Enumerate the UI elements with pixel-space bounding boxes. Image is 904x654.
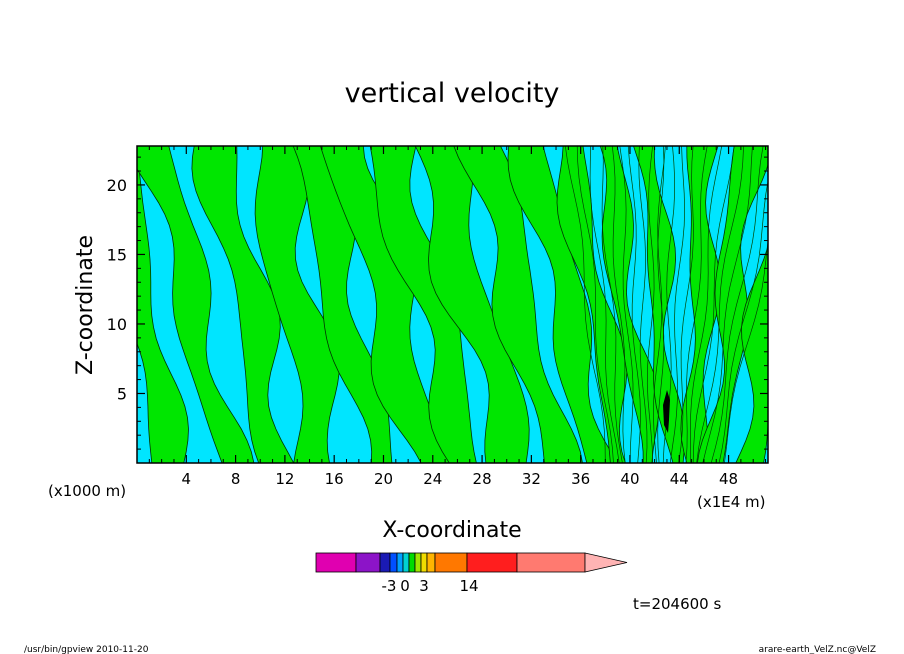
x-tick-label: 32 (522, 470, 541, 488)
colorbar-label: 0 (400, 577, 410, 595)
contour-bands (137, 146, 768, 463)
x-tick-label: 12 (275, 470, 294, 488)
x-axis: 4 8 12 16 20 24 28 32 36 40 44 48 (148, 146, 767, 488)
contour-line (653, 146, 666, 463)
footer-left: /usr/bin/gpview 2010-11-20 (24, 645, 149, 654)
contour-line (692, 146, 735, 463)
contour-line (646, 146, 655, 463)
x-tick-label: 8 (231, 470, 241, 488)
contour-line (619, 146, 634, 463)
contour-line (696, 146, 744, 463)
colorbar-segment (414, 552, 422, 573)
colorbar-segment (355, 552, 381, 573)
contour-line (601, 146, 623, 463)
x-unit-note-left: (x1000 m) (48, 482, 126, 500)
plot-frame (136, 145, 769, 464)
contour-line (710, 146, 764, 463)
contour-band-positive (369, 146, 477, 463)
x-tick-label: 4 (182, 470, 192, 488)
y-axis: 5 10 15 20 (107, 156, 768, 450)
x-tick-label: 36 (571, 470, 590, 488)
x-tick-label: 24 (423, 470, 442, 488)
contour-line (690, 146, 723, 463)
x-unit-note-right: (x1E4 m) (697, 493, 766, 511)
contour-band-positive (507, 146, 618, 463)
contour-line (589, 146, 620, 463)
colorbar-segment (420, 552, 428, 573)
x-tick-label: 44 (670, 470, 689, 488)
colorbar-segment (389, 552, 398, 573)
colorbar-segment (434, 552, 468, 573)
colorbar-label: 14 (459, 577, 478, 595)
footer-right: arare-earth_VelZ.nc@VelZ (759, 645, 876, 654)
x-tick-label: 40 (620, 470, 639, 488)
colorbar-segment (379, 552, 391, 573)
y-tick-label: 5 (117, 384, 127, 403)
strong-updraft-core (663, 390, 670, 433)
x-tick-label: 28 (473, 470, 492, 488)
plot-area (137, 146, 768, 463)
contour-line (611, 146, 626, 463)
contour-band-positive (414, 146, 530, 463)
contour-line (678, 146, 694, 463)
colorbar-segment (315, 552, 357, 573)
contour-band-positive (633, 146, 685, 463)
contour-band-positive (696, 146, 768, 463)
contour-band-positive (453, 146, 583, 463)
colorbar-segment (408, 552, 416, 573)
x-axis-label: X-coordinate (382, 518, 521, 543)
contour-band-positive (137, 151, 189, 463)
contour-line (657, 146, 665, 463)
time-label: t=204600 s (633, 595, 721, 613)
colorbar-segment (516, 552, 586, 573)
x-tick-label: 48 (719, 470, 738, 488)
contour-band-positive (137, 146, 255, 463)
contour-line (702, 146, 753, 463)
colorbar-segment (402, 552, 410, 573)
x-tick-label: 16 (325, 470, 344, 488)
contour-line (724, 238, 768, 463)
contour-line (638, 146, 648, 463)
colorbar-segment (466, 552, 518, 573)
contour-line (576, 146, 614, 463)
y-tick-label: 20 (107, 176, 127, 195)
y-tick-label: 15 (107, 245, 127, 264)
contour-band-positive (319, 146, 451, 463)
colorbar-label: 3 (419, 577, 429, 595)
x-tick-label: 20 (374, 470, 393, 488)
contour-lines-dense (564, 146, 768, 463)
contour-band-positive (680, 146, 722, 463)
colorbar-arrow (584, 552, 628, 573)
contour-line (627, 146, 641, 463)
y-axis-label: Z-coordinate (73, 235, 98, 375)
colorbar-segment (396, 552, 404, 573)
contour-band-positive (599, 146, 660, 463)
y-tick-label: 10 (107, 315, 127, 334)
contour-line (564, 146, 606, 463)
colorbar-labels: -3 0 3 14 (382, 577, 479, 595)
chart-title: vertical velocity (345, 78, 560, 109)
contour-line (685, 146, 708, 463)
colorbar-label: -3 (382, 577, 397, 595)
contour-band-positive (191, 146, 295, 463)
colorbar-segment (426, 552, 436, 573)
contour-line (669, 146, 685, 463)
colorbar (315, 552, 628, 573)
